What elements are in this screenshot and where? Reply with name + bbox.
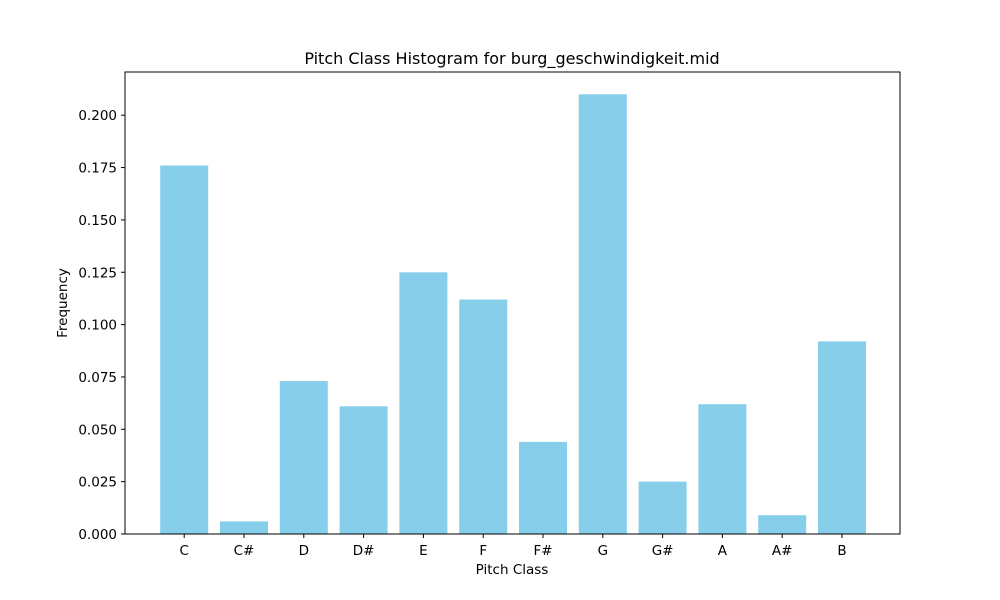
- bar-d-sharp: [339, 406, 388, 534]
- x-tick-label: E: [419, 543, 428, 559]
- y-axis-label: Frequency: [55, 268, 71, 338]
- bar-g: [578, 94, 627, 535]
- x-tick-label: G#: [652, 543, 674, 559]
- x-tick-label: C: [179, 543, 188, 559]
- x-tick-label: C#: [234, 543, 255, 559]
- x-tick-label: A: [718, 543, 728, 559]
- y-tick-label: 0.125: [78, 265, 117, 281]
- bar-e: [399, 272, 448, 535]
- x-tick-label: B: [837, 543, 846, 559]
- y-axis-ticks: 0.000 0.025 0.050 0.075 0.100 0.125 0.150 0.175…: [78, 108, 125, 543]
- x-tick-label: D#: [353, 543, 375, 559]
- bars-group: [160, 94, 866, 535]
- bar-a-sharp: [758, 515, 807, 534]
- x-axis-label: Pitch Class: [476, 562, 549, 578]
- bar-b: [818, 341, 866, 534]
- bar-f: [459, 299, 508, 534]
- bar-g-sharp: [638, 481, 687, 534]
- y-tick-label: 0.075: [78, 370, 117, 386]
- chart-title: Pitch Class Histogram for burg_geschwind…: [304, 49, 719, 69]
- plot-frame: [124, 71, 901, 535]
- y-tick-label: 0.025: [78, 475, 117, 491]
- y-tick-label: 0.050: [78, 422, 117, 438]
- x-tick-label: F#: [533, 543, 552, 559]
- x-tick-label: G: [598, 543, 608, 559]
- x-tick-label: F: [479, 543, 487, 559]
- y-tick-label: 0.175: [78, 161, 117, 177]
- bar-a: [698, 404, 747, 534]
- y-tick-label: 0.200: [78, 108, 117, 124]
- bar-d: [279, 381, 328, 534]
- y-tick-label: 0.100: [78, 318, 117, 334]
- y-tick-label: 0.000: [78, 527, 117, 543]
- bar-c-sharp: [220, 521, 268, 534]
- bar-f-sharp: [519, 441, 567, 534]
- x-axis-ticks: C C# D D# E F F# G G# A A# B: [179, 534, 847, 559]
- bar-c: [160, 165, 209, 534]
- x-tick-label: D: [299, 543, 309, 559]
- y-tick-label: 0.150: [78, 213, 117, 229]
- x-tick-label: A#: [772, 543, 793, 559]
